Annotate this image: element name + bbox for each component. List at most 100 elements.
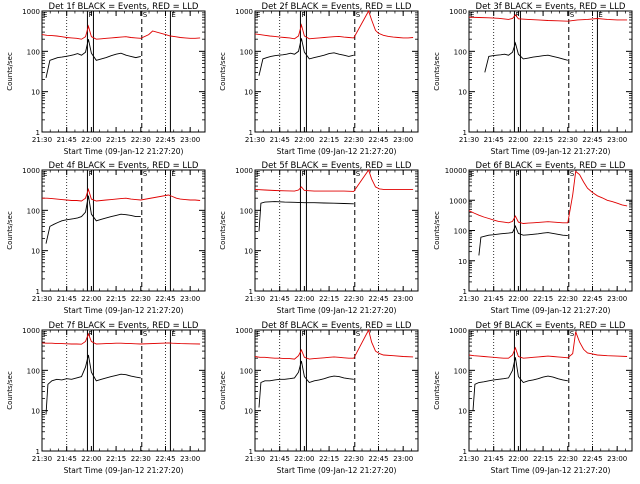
marker-label: E	[43, 170, 47, 178]
x-tick-label: 22:00	[294, 295, 314, 303]
y-axis-label: Counts/sec	[219, 371, 227, 410]
x-tick-label: 22:30	[558, 136, 578, 144]
x-tick-label: 22:15	[319, 295, 339, 303]
y-tick-label: 1	[249, 129, 253, 137]
x-tick-label: 22:15	[319, 136, 339, 144]
marker-label: S	[570, 330, 575, 338]
marker-label: F	[301, 11, 305, 19]
panel-det-1: Det 1f BLACK = Events, RED = LLD Counts/s…	[6, 2, 206, 156]
x-tick-label: 22:30	[131, 455, 151, 463]
y-tick-label: 100	[27, 207, 40, 215]
y-tick-label: 1	[36, 129, 40, 137]
y-tick-label: 10	[31, 248, 40, 256]
x-tick-label: 23:00	[607, 295, 627, 303]
y-axis-label: Counts/sec	[433, 371, 441, 410]
x-tick-label: 22:45	[368, 295, 388, 303]
x-tick-label: 22:15	[106, 136, 126, 144]
marker-label: F	[515, 11, 519, 19]
x-axis-label: Start Time (09-Jan-12 21:27:20)	[277, 466, 397, 475]
series-events	[45, 195, 141, 244]
marker-label: F	[301, 330, 305, 338]
series-lld	[42, 187, 201, 202]
x-tick-label: 22:45	[368, 136, 388, 144]
panel-det-6: Det 6f BLACK = Events, RED = LLD Counts/s…	[433, 161, 633, 315]
x-tick-label: 23:00	[180, 136, 200, 144]
x-tick-label: 22:15	[533, 295, 553, 303]
y-tick-label: 10	[458, 89, 467, 97]
x-tick-label: 23:00	[180, 455, 200, 463]
x-tick-label: 22:45	[155, 455, 175, 463]
marker-label: E	[256, 11, 260, 19]
panel-det-9: Det 9f BLACK = Events, RED = LLD Counts/s…	[433, 321, 633, 475]
marker-label: S	[143, 170, 148, 178]
marker-label: F	[88, 330, 92, 338]
marker-label: E	[470, 330, 474, 338]
y-tick-label: 1000	[22, 327, 40, 335]
y-tick-label: 100	[454, 367, 467, 375]
y-tick-label: 100	[454, 228, 467, 236]
y-tick-label: 1000	[235, 167, 253, 175]
y-tick-label: 100	[240, 367, 253, 375]
y-tick-label: 10	[458, 408, 467, 416]
y-tick-label: 1	[463, 129, 467, 137]
marker-label: F	[88, 170, 92, 178]
panel-title: Det 8f BLACK = Events, RED = LLD	[262, 321, 412, 331]
x-tick-label: 21:45	[57, 295, 77, 303]
x-axis-label: Start Time (09-Jan-12 21:27:20)	[491, 147, 611, 156]
marker-label: F	[515, 170, 519, 178]
marker-label: E	[470, 170, 474, 178]
marker-label: S	[570, 170, 575, 178]
x-tick-label: 21:45	[270, 136, 290, 144]
y-tick-label: 10	[31, 89, 40, 97]
series-lld	[254, 328, 414, 360]
y-tick-label: 100	[27, 48, 40, 56]
x-tick-label: 23:00	[607, 136, 627, 144]
series-events	[258, 38, 354, 76]
y-axis-label: Counts/sec	[219, 52, 227, 91]
panel-title: Det 9f BLACK = Events, RED = LLD	[476, 321, 626, 331]
y-tick-label: 1000	[449, 197, 467, 205]
panel-det-4: Det 4f BLACK = Events, RED = LLD Counts/s…	[6, 161, 206, 315]
series-lld	[468, 14, 628, 22]
y-axis-label: Counts/sec	[6, 371, 14, 410]
x-axis-label: Start Time (09-Jan-12 21:27:20)	[64, 306, 184, 315]
x-tick-label: 21:45	[270, 295, 290, 303]
marker-label: E	[171, 11, 175, 19]
series-lld	[41, 24, 201, 40]
series-events	[478, 224, 568, 256]
x-tick-label: 23:00	[393, 136, 413, 144]
x-tick-label: 22:00	[508, 455, 528, 463]
x-tick-label: 22:00	[508, 136, 528, 144]
x-axis-label: Start Time (09-Jan-12 21:27:20)	[491, 306, 611, 315]
series-lld	[41, 332, 201, 345]
x-tick-label: 22:30	[344, 295, 364, 303]
x-tick-label: 23:00	[393, 455, 413, 463]
y-tick-label: 10	[244, 89, 253, 97]
y-tick-label: 100	[27, 367, 40, 375]
series-lld	[254, 169, 414, 192]
x-tick-label: 21:30	[459, 136, 479, 144]
marker-label: E	[43, 11, 47, 19]
y-tick-label: 1	[36, 448, 40, 456]
series-events	[258, 360, 354, 408]
x-tick-label: 22:00	[81, 455, 101, 463]
x-tick-label: 22:15	[533, 136, 553, 144]
y-tick-label: 100	[240, 207, 253, 215]
series-events	[258, 201, 354, 232]
x-tick-label: 22:30	[131, 136, 151, 144]
x-tick-label: 22:00	[294, 455, 314, 463]
marker-label: E	[256, 330, 260, 338]
marker-label: S	[356, 170, 361, 178]
marker-label: E	[43, 330, 47, 338]
x-tick-label: 22:45	[368, 455, 388, 463]
panel-title: Det 2f BLACK = Events, RED = LLD	[262, 2, 412, 12]
marker-label: S	[356, 11, 361, 19]
marker-label: E	[470, 11, 474, 19]
y-tick-label: 1	[249, 288, 253, 296]
y-tick-label: 1000	[449, 8, 467, 16]
y-tick-label: 10	[458, 258, 467, 266]
x-tick-label: 21:30	[459, 455, 479, 463]
x-tick-label: 23:00	[607, 455, 627, 463]
y-tick-label: 1	[36, 288, 40, 296]
